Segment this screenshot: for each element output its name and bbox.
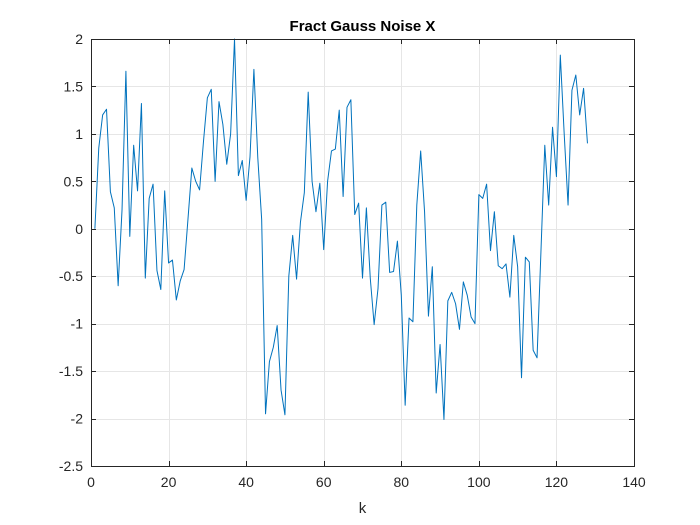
x-tick-label: 140 [622,474,646,490]
x-tick-label: 40 [238,474,254,490]
series-layer [94,38,588,420]
y-tick-label: 1 [75,126,83,142]
y-tick-label: -0.5 [59,268,83,284]
y-tick-label: -1.5 [59,363,83,379]
y-tick-label: 0.5 [64,173,84,189]
x-tick-label: 100 [467,474,491,490]
chart-title: Fract Gauss Noise X [290,18,436,35]
y-tick-label: 2 [75,31,83,47]
x-axis-label: k [359,500,367,517]
y-tick-label: -1 [71,316,84,332]
y-axis-ticks: -2.5 -2 -1.5 -1 -0.5 0 0.5 1 1.5 2 [59,31,634,474]
plot-area [91,39,634,466]
y-tick-label: 1.5 [64,78,84,94]
series-line [94,38,588,420]
y-tick-label: 0 [75,221,83,237]
x-tick-label: 80 [393,474,409,490]
plot-frame [91,39,635,467]
x-tick-label: 120 [545,474,569,490]
x-axis-ticks: 0 20 40 60 80 100 120 140 [87,39,646,490]
x-tick-label: 20 [161,474,177,490]
y-tick-label: -2.5 [59,458,83,474]
x-tick-label: 60 [316,474,332,490]
y-tick-label: -2 [71,411,84,427]
x-tick-label: 0 [87,474,95,490]
